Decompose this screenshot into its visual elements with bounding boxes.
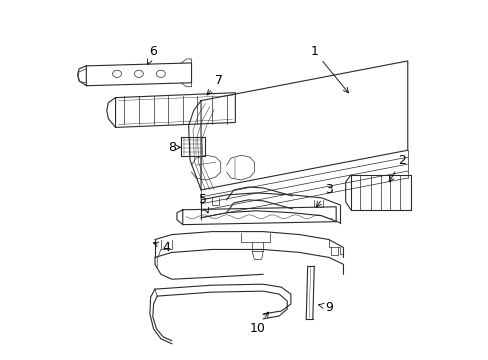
Text: 5: 5: [199, 193, 208, 213]
Text: 3: 3: [316, 184, 332, 207]
Text: 1: 1: [310, 45, 348, 93]
Text: 6: 6: [147, 45, 157, 64]
Text: 2: 2: [388, 154, 405, 182]
Text: 4: 4: [153, 241, 170, 254]
Text: 9: 9: [318, 301, 332, 314]
Text: 10: 10: [249, 312, 268, 336]
Text: 7: 7: [207, 74, 223, 95]
Text: 8: 8: [167, 141, 180, 154]
